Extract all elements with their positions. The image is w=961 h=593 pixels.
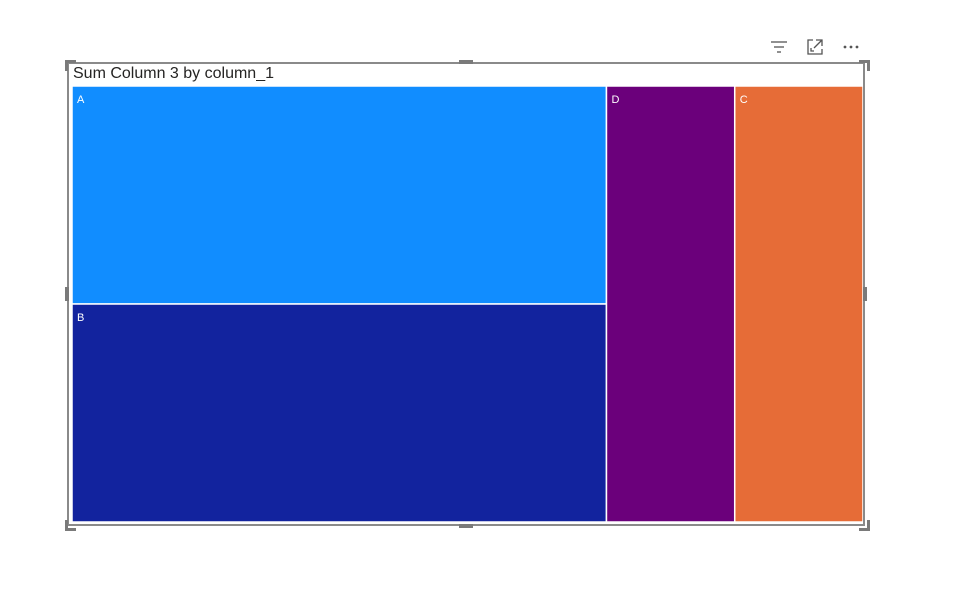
treemap-visual[interactable]: Sum Column 3 by column_1 A B D C [67, 62, 865, 526]
visual-header-toolbar [768, 36, 862, 58]
resize-handle-right[interactable] [863, 287, 867, 301]
treemap-label-d: D [611, 94, 619, 106]
treemap-tile-b[interactable]: B [72, 303, 608, 522]
resize-handle-bottom-right[interactable] [859, 520, 870, 531]
treemap-rect-c[interactable] [733, 86, 863, 522]
treemap-tile-a[interactable]: A [72, 86, 608, 305]
filter-icon[interactable] [768, 36, 790, 58]
resize-handle-top-left[interactable] [65, 60, 76, 71]
treemap-svg: A B D C [72, 86, 863, 522]
resize-handle-top-right[interactable] [859, 60, 870, 71]
resize-handle-left[interactable] [65, 287, 69, 301]
treemap-label-a: A [77, 94, 85, 106]
treemap-label-b: B [77, 312, 84, 324]
resize-handle-top[interactable] [459, 60, 473, 64]
focus-mode-icon[interactable] [804, 36, 826, 58]
treemap-tile-c[interactable]: C [733, 86, 863, 522]
resize-handle-bottom[interactable] [459, 524, 473, 528]
resize-handle-bottom-left[interactable] [65, 520, 76, 531]
treemap-tile-d[interactable]: D [605, 86, 736, 522]
more-options-icon[interactable] [840, 36, 862, 58]
treemap-rect-a[interactable] [72, 86, 608, 305]
plot-area: A B D C [72, 86, 863, 522]
treemap-rect-d[interactable] [605, 86, 736, 522]
treemap-rect-b[interactable] [72, 303, 608, 522]
treemap-label-c: C [740, 94, 748, 106]
chart-title: Sum Column 3 by column_1 [73, 65, 274, 82]
